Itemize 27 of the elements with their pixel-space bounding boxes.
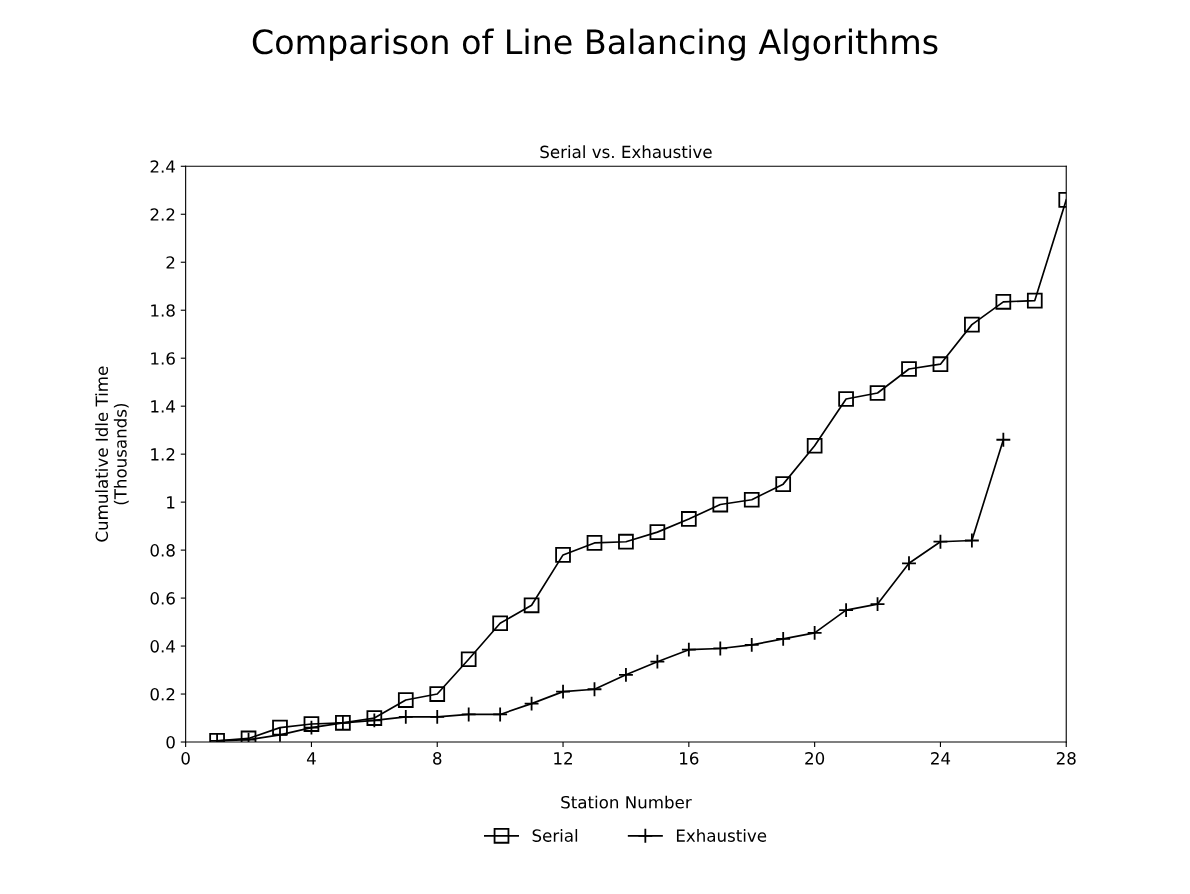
y-tick-label: 1.4 <box>151 400 175 413</box>
y-tick-label: 0.8 <box>150 544 175 557</box>
y-tick-label: 1 <box>167 496 175 509</box>
y-tick-label: 2 <box>166 256 175 269</box>
legend-label: Serial <box>532 828 578 842</box>
x-tick-label: 12 <box>554 752 572 765</box>
y-tick-label: 1.2 <box>151 448 175 461</box>
y-axis-title: Cumulative Idle Time (Thousands) <box>95 366 129 542</box>
y-tick-label: 2.4 <box>150 160 175 173</box>
y-tick-label: 2.2 <box>150 208 175 221</box>
y-tick-label: 0.2 <box>150 688 175 701</box>
chart-subtitle: Serial vs. Exhaustive <box>540 145 712 159</box>
chart-title: Comparison of Line Balancing Algorithms <box>252 28 938 61</box>
x-tick-label: 24 <box>931 752 951 765</box>
y-tick-label: 1.6 <box>151 352 175 365</box>
x-tick-label: 8 <box>433 752 442 765</box>
x-axis-title: Station Number <box>561 795 692 809</box>
y-tick-label: 0 <box>166 735 175 749</box>
y-tick-label: 0.6 <box>150 592 175 605</box>
x-tick-label: 28 <box>1056 752 1076 765</box>
x-tick-label: 20 <box>805 752 825 765</box>
y-tick-label: 0.4 <box>150 640 175 653</box>
x-tick-label: 0 <box>181 752 190 765</box>
legend-label: Exhaustive <box>676 828 767 842</box>
y-tick-label: 1.8 <box>151 304 175 317</box>
x-tick-label: 16 <box>680 752 699 765</box>
x-tick-label: 4 <box>306 752 316 765</box>
